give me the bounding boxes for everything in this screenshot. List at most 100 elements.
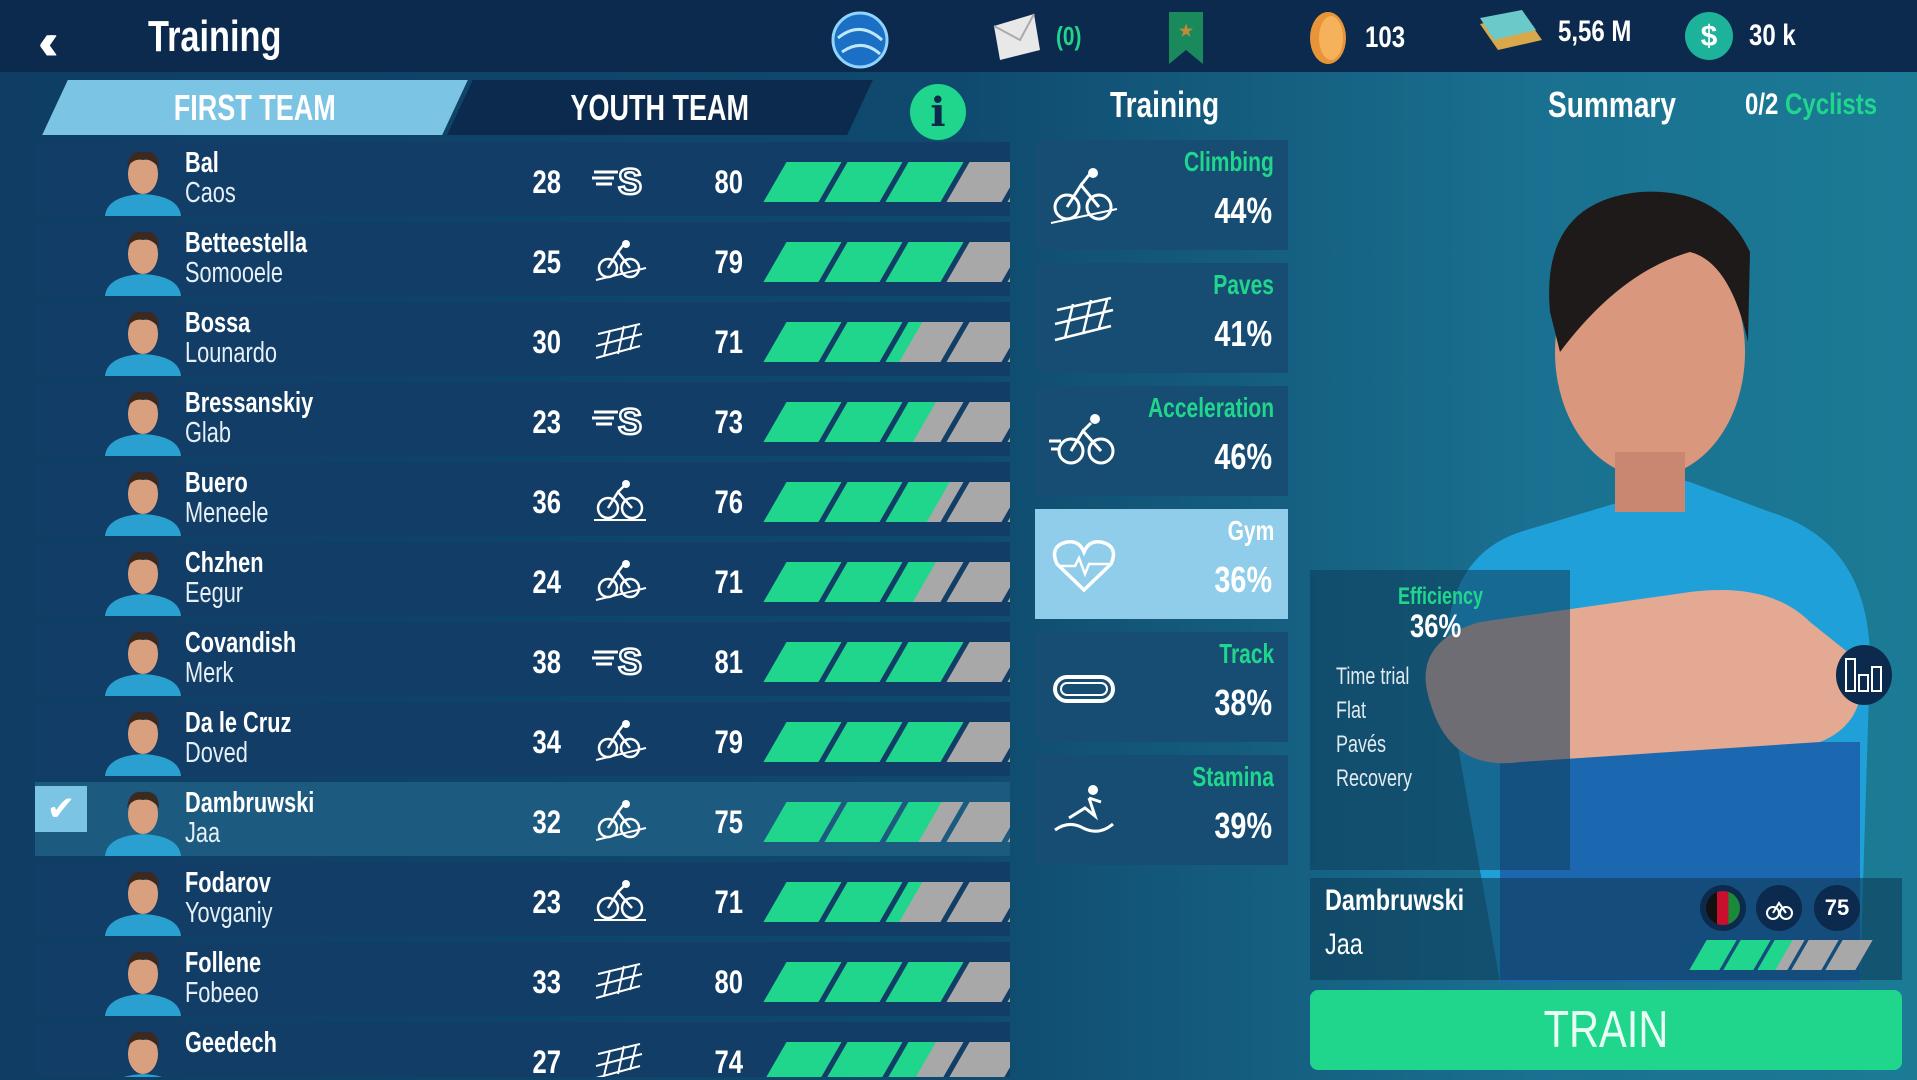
climb-specialty-icon xyxy=(590,798,650,842)
rating-badge: 75 xyxy=(1814,885,1860,931)
train-button[interactable]: TRAIN xyxy=(1310,990,1902,1070)
rider-rating: 80 xyxy=(714,164,744,200)
rider-form-bar xyxy=(763,322,1010,362)
rider-avatar xyxy=(105,151,181,216)
rider-row[interactable]: Bal Caos 28 S 80 xyxy=(35,142,1010,216)
training-option-climbing[interactable]: Climbing 44% xyxy=(1035,140,1288,250)
rider-firstname: Jaa xyxy=(185,817,221,849)
rider-age: 27 xyxy=(532,1044,562,1077)
bar-chart-icon xyxy=(1845,658,1882,692)
rider-age: 36 xyxy=(532,484,562,520)
climb-specialty-icon xyxy=(1756,885,1802,931)
training-label: Climbing xyxy=(1184,146,1274,177)
sprint-specialty-icon: S xyxy=(590,638,650,683)
training-option-stamina[interactable]: Stamina 39% xyxy=(1035,755,1288,865)
rider-rating: 76 xyxy=(714,484,744,520)
rider-row[interactable]: Fodarov Yovganiy 23 71 xyxy=(35,862,1010,936)
paves-specialty-icon xyxy=(590,1038,650,1077)
rider-lastname: Geedech xyxy=(185,1027,277,1059)
training-option-gym[interactable]: Gym 36% xyxy=(1035,509,1288,619)
stats-button[interactable] xyxy=(1836,645,1892,705)
training-heading: Training xyxy=(1110,84,1220,125)
flat-specialty-icon xyxy=(590,878,650,922)
rider-row[interactable]: ✔ Dambruwski Jaa 32 75 xyxy=(35,782,1010,856)
rider-row[interactable]: Buero Meneele 36 76 xyxy=(35,462,1010,536)
rider-avatar xyxy=(105,951,181,1016)
rider-age: 34 xyxy=(532,724,562,760)
back-button[interactable]: ‹‹ xyxy=(38,12,58,72)
sprint-specialty-icon: S xyxy=(590,158,650,203)
rider-row[interactable]: Geedech 27 74 xyxy=(35,1022,1010,1077)
training-percent: 44% xyxy=(1214,190,1272,231)
cash: 5,56 M xyxy=(1478,10,1650,54)
rider-age: 23 xyxy=(532,404,562,440)
rider-avatar xyxy=(105,471,181,536)
rider-rating: 73 xyxy=(714,404,744,440)
rider-form-bar xyxy=(763,402,1010,442)
selected-rider-firstname: Jaa xyxy=(1325,928,1363,961)
rider-rating: 71 xyxy=(714,564,744,600)
rider-rating: 80 xyxy=(714,964,744,1000)
rider-row[interactable]: Chzhen Eegur 24 71 xyxy=(35,542,1010,616)
rider-row[interactable]: Da le Cruz Doved 34 79 xyxy=(35,702,1010,776)
rider-form-bar xyxy=(763,162,1010,202)
rider-firstname: Glab xyxy=(185,417,231,449)
top-bar: ‹‹ Training (0) ★ 103 5,56 M $ 30 k xyxy=(0,0,1917,72)
training-option-paves[interactable]: Paves 41% xyxy=(1035,263,1288,373)
rider-avatar xyxy=(105,791,181,856)
paves-specialty-icon xyxy=(590,318,650,362)
rider-avatar xyxy=(105,551,181,616)
svg-text:S: S xyxy=(618,161,642,202)
rider-age: 25 xyxy=(532,244,562,280)
svg-text:$: $ xyxy=(1701,20,1718,53)
climbing-icon xyxy=(1050,168,1118,224)
rider-row[interactable]: Bossa Lounardo 30 71 xyxy=(35,302,1010,376)
rider-row[interactable]: Covandish Merk 38 S 81 xyxy=(35,622,1010,696)
rider-firstname: Merk xyxy=(185,657,234,689)
efficiency-panel xyxy=(1310,570,1570,870)
rider-age: 30 xyxy=(532,324,562,360)
training-label: Acceleration xyxy=(1147,392,1274,423)
paves-specialty-icon xyxy=(590,958,650,1002)
rider-form-bar xyxy=(763,882,1010,922)
rider-firstname: Doved xyxy=(185,737,248,769)
attribute-list: Time trial Flat Pavés Recovery xyxy=(1336,663,1413,792)
rider-form-bar xyxy=(763,962,1010,1002)
rider-rating: 79 xyxy=(714,724,744,760)
training-percent: 38% xyxy=(1214,682,1272,723)
rider-row[interactable]: Betteestella Somooele 25 79 xyxy=(35,222,1010,296)
rider-avatar xyxy=(105,711,181,776)
checkmark-icon[interactable]: ✔ xyxy=(35,786,87,832)
globe-icon xyxy=(831,11,889,69)
selected-rider-bar xyxy=(1689,940,1873,970)
rider-lastname: Dambruwski xyxy=(185,787,315,819)
rider-avatar xyxy=(105,631,181,696)
mail-button[interactable]: (0) xyxy=(990,10,1088,62)
rider-avatar xyxy=(105,231,181,296)
money: $ 30 k xyxy=(1683,10,1807,62)
rider-list[interactable]: Bal Caos 28 S 80 Betteestella Somooele 25 79 Boss… xyxy=(35,142,1010,1077)
rider-form-bar xyxy=(763,722,1010,762)
sprint-specialty-icon: S xyxy=(590,398,650,443)
rider-row[interactable]: Follene Fobeeo 33 80 xyxy=(35,942,1010,1016)
ranking-button[interactable]: ★ xyxy=(1165,10,1207,66)
rider-form-bar xyxy=(763,802,1010,842)
tab-first-team[interactable]: FIRST TEAM xyxy=(42,80,468,135)
training-percent: 46% xyxy=(1214,436,1272,477)
rider-lastname: Betteestella xyxy=(185,227,308,259)
training-option-acceleration[interactable]: Acceleration 46% xyxy=(1035,386,1288,496)
info-button[interactable]: i xyxy=(910,84,966,140)
acceleration-icon xyxy=(1049,414,1115,465)
cobbles-icon xyxy=(1054,296,1114,342)
climb-specialty-icon xyxy=(590,718,650,762)
globe-button[interactable] xyxy=(828,10,892,70)
rider-lastname: Chzhen xyxy=(185,547,264,579)
training-option-track[interactable]: Track 38% xyxy=(1035,632,1288,742)
rider-row[interactable]: Bressanskiy Glab 23 S 73 xyxy=(35,382,1010,456)
rider-rating: 74 xyxy=(714,1044,744,1077)
tab-youth-team[interactable]: YOUTH TEAM xyxy=(447,80,873,135)
rider-rating: 81 xyxy=(714,644,744,680)
bookmark-icon: ★ xyxy=(1169,12,1203,64)
training-percent: 39% xyxy=(1214,805,1272,846)
rider-firstname: Meneele xyxy=(185,497,269,529)
